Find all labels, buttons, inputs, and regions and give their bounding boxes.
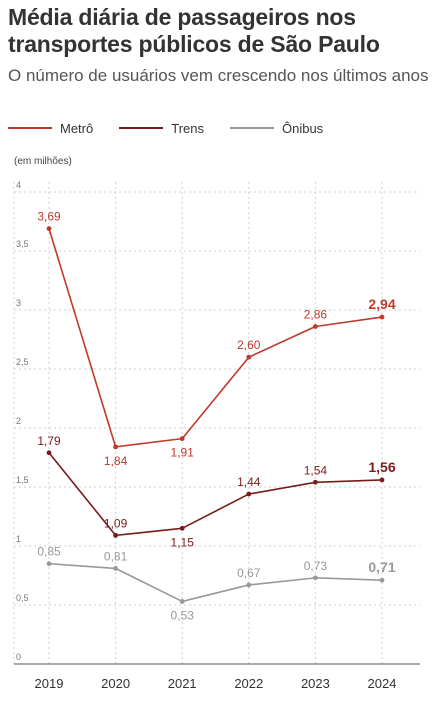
y-tick-label: 0 [16,652,21,662]
data-point [46,561,52,567]
data-point [379,314,385,320]
x-tick-label: 2022 [234,676,263,691]
data-label: 1,79 [37,434,61,448]
data-point [246,354,252,360]
data-point [313,575,318,581]
data-point [313,324,318,329]
legend-item-metro: Metrô [8,121,93,136]
data-point [46,450,52,456]
y-tick-label: 4 [16,180,21,190]
data-label: 1,15 [171,535,195,549]
chart-subtitle: O número de usuários vem crescendo nos ú… [8,66,429,85]
data-label: 3,69 [37,210,61,224]
data-point [246,582,252,588]
data-label: 2,94 [368,296,395,312]
series-line [48,228,383,448]
x-tick-label: 2020 [101,676,130,691]
series-line [48,562,383,603]
data-label: 1,09 [104,516,128,530]
y-tick-label: 3,5 [16,239,29,249]
legend-label-metro: Metrô [60,120,94,136]
series-line [48,452,383,537]
data-label: 1,91 [171,446,195,460]
data-label: 0,85 [37,545,61,559]
data-label: 1,56 [368,459,395,475]
data-point [379,577,385,583]
data-label: 2,60 [237,338,261,352]
data-point [379,477,385,483]
x-tick-label: 2024 [368,676,397,691]
x-tick-label: 2019 [35,676,64,691]
data-point [246,491,252,497]
data-point [313,479,318,485]
data-label: 1,44 [237,475,261,489]
legend-swatch-metro [8,127,52,129]
data-label: 0,53 [171,608,195,622]
chart-title: Média diária de passageiros nos transpor… [8,4,380,57]
legend-label-trens: Trens [171,120,204,136]
data-point [113,566,118,571]
data-label: 0,81 [104,549,128,563]
data-label: 1,84 [104,454,128,468]
y-tick-label: 1,5 [16,475,29,485]
data-point [179,436,185,442]
data-label: 0,71 [368,559,395,575]
legend-label-onibus: Ônibus [281,120,324,136]
x-tick-label: 2023 [301,676,330,691]
legend-item-onibus: Ônibus [229,120,324,136]
y-tick-label: 2,5 [16,357,29,367]
data-point [179,599,185,604]
data-point [113,444,118,450]
data-point [179,525,185,531]
data-label: 0,67 [237,566,261,580]
data-point [46,226,52,231]
data-label: 1,54 [304,463,328,477]
y-axis-label: (em milhões) [14,156,72,167]
legend-item-trens: Trens [119,121,204,136]
data-point [113,532,118,538]
y-tick-label: 1 [16,534,21,544]
y-tick-label: 3 [16,298,21,308]
data-label: 0,73 [304,559,328,573]
data-label: 2,86 [304,308,328,322]
chart-legend: Metrô Trens Ônibus [8,119,349,137]
y-tick-label: 2 [16,416,21,426]
x-tick-label: 2021 [168,676,197,691]
legend-swatch-trens [119,127,164,129]
legend-swatch-onibus [229,127,274,129]
y-tick-label: 0,5 [16,593,29,603]
